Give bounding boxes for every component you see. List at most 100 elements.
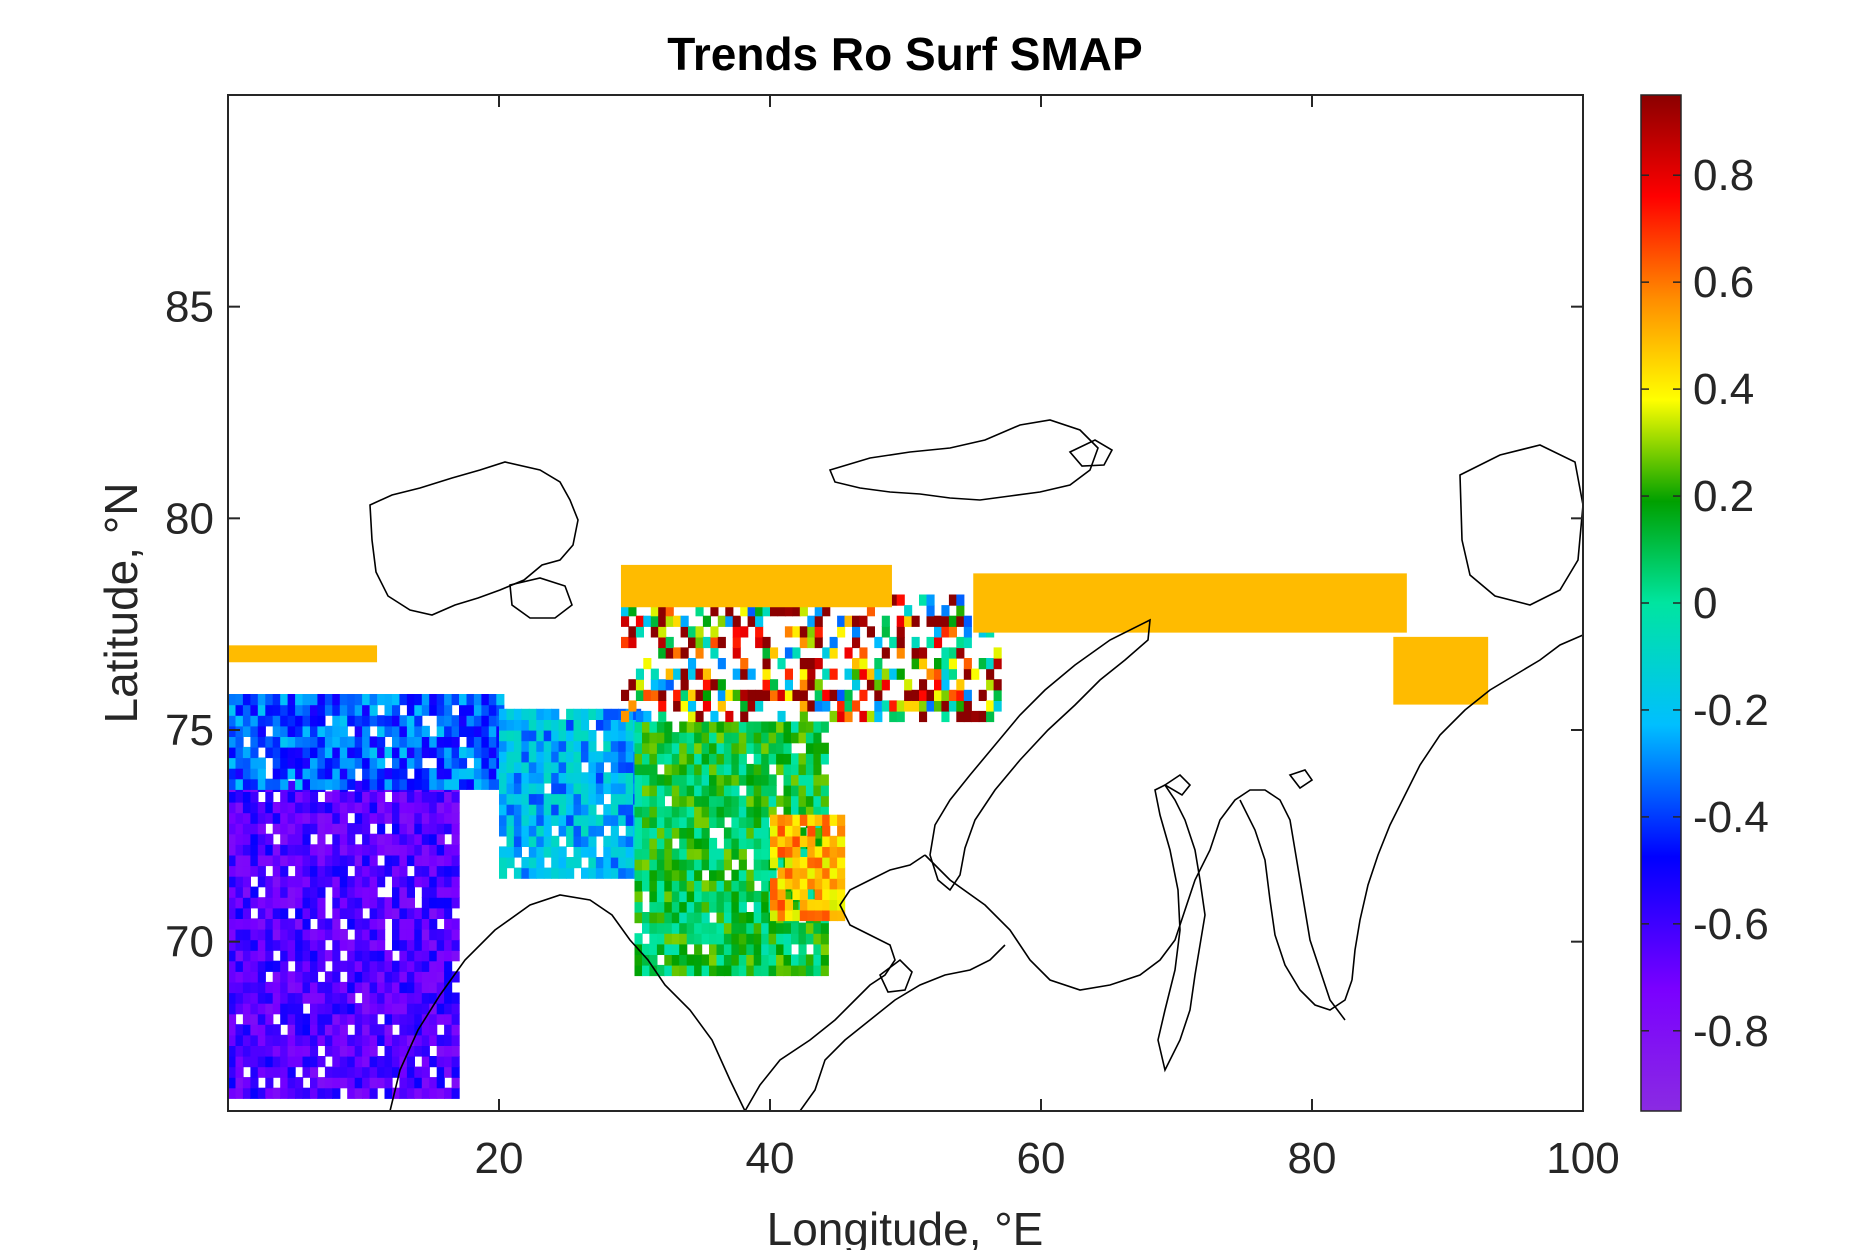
heatmap-cell — [339, 1066, 348, 1078]
heatmap-cell — [866, 626, 875, 638]
heatmap-cell — [792, 689, 801, 701]
heatmap-cell — [746, 869, 755, 881]
heatmap-cell — [421, 833, 430, 845]
heatmap-cell — [354, 823, 363, 835]
heatmap-cell — [664, 721, 673, 733]
heatmap-cell — [581, 730, 590, 742]
heatmap-cell — [956, 689, 965, 701]
heatmap-cell — [738, 774, 747, 786]
heatmap-cell — [688, 636, 697, 649]
heatmap-cell — [768, 732, 777, 744]
heatmap-cell — [595, 793, 604, 805]
heatmap-cell — [588, 793, 597, 805]
heatmap-cell — [783, 742, 792, 754]
heatmap-cell — [287, 918, 296, 930]
heatmap-cell — [250, 1045, 259, 1057]
heatmap-cell — [813, 954, 822, 966]
heatmap-cell — [813, 785, 822, 797]
heatmap-cell — [792, 857, 801, 869]
heatmap-cell — [451, 1077, 460, 1089]
heatmap-cell — [354, 1013, 363, 1025]
heatmap-cell — [829, 814, 838, 826]
heatmap-cell — [732, 647, 741, 659]
heatmap-cell — [250, 736, 259, 748]
heatmap-cell — [566, 793, 575, 805]
heatmap-cell — [581, 751, 590, 763]
heatmap-cell — [459, 768, 468, 780]
heatmap-cell — [702, 615, 711, 627]
heatmap-cell — [822, 814, 831, 826]
heatmap-cell — [392, 1056, 401, 1068]
heatmap-cell — [649, 954, 658, 966]
heatmap-cell — [671, 964, 680, 977]
heatmap-cell — [399, 950, 408, 962]
heatmap-cell — [362, 694, 371, 706]
heatmap-cell — [688, 668, 697, 680]
heatmap-cell — [228, 907, 237, 919]
heatmap-cell — [250, 929, 259, 941]
heatmap-cell — [770, 647, 779, 659]
heatmap-cell — [421, 876, 430, 888]
heatmap-cell — [369, 981, 378, 994]
heatmap-cell — [747, 615, 756, 627]
heatmap-cell — [852, 700, 861, 712]
heatmap-cell — [332, 725, 341, 737]
heatmap-cell — [272, 1056, 281, 1068]
heatmap-cell — [235, 1034, 244, 1046]
heatmap-cell — [310, 992, 319, 1004]
heatmap-cell — [686, 827, 695, 839]
heatmap-cell — [528, 730, 537, 742]
heatmap-cell — [265, 1056, 274, 1068]
heatmap-cell — [377, 694, 386, 706]
heatmap-cell — [317, 907, 326, 919]
heatmap-cell — [573, 793, 582, 805]
heatmap-cell — [302, 1045, 311, 1057]
heatmap-cell — [822, 846, 831, 858]
heatmap-cell — [354, 865, 363, 877]
heatmap-cell — [384, 833, 393, 845]
heatmap-cell — [384, 907, 393, 919]
heatmap-cell — [761, 890, 770, 903]
heatmap-cell — [738, 964, 747, 977]
heatmap-cell — [369, 1066, 378, 1078]
heatmap-cell — [250, 1013, 259, 1025]
heatmap-cell — [820, 774, 829, 786]
heatmap-cell — [339, 1034, 348, 1046]
heatmap-cell — [265, 929, 274, 941]
heatmap-cell — [573, 846, 582, 858]
heatmap-cell — [649, 880, 658, 892]
heatmap-cell — [414, 1013, 423, 1025]
heatmap-cell — [686, 964, 695, 977]
heatmap-cell — [551, 719, 560, 731]
heatmap-cell — [466, 778, 475, 790]
heatmap-cell — [881, 647, 890, 659]
heatmap-cell — [588, 804, 597, 816]
heatmap-cell — [837, 626, 846, 638]
heatmap-cell — [625, 835, 634, 847]
heatmap-cell — [971, 668, 980, 680]
heatmap-cell — [369, 812, 378, 824]
heatmap-cell — [295, 981, 304, 994]
heatmap-cell — [702, 700, 711, 712]
heatmap-cell — [228, 865, 237, 877]
heatmap-cell — [265, 918, 274, 930]
heatmap-cell — [753, 859, 762, 871]
heatmap-cell — [770, 878, 779, 890]
heatmap-cell — [528, 804, 537, 816]
heatmap-cell — [513, 825, 522, 837]
heatmap-cell — [701, 732, 710, 744]
heatmap-cell — [272, 971, 281, 983]
heatmap-cell — [753, 827, 762, 839]
heatmap-cell — [362, 992, 371, 1004]
heatmap-cell — [332, 865, 341, 877]
heatmap-cell — [451, 1087, 460, 1099]
heatmap-cell — [650, 679, 659, 691]
heatmap-cell — [317, 823, 326, 835]
heatmap-cell — [354, 725, 363, 737]
heatmap-cell — [384, 1024, 393, 1036]
heatmap-cell — [421, 1045, 430, 1057]
heatmap-cell — [250, 992, 259, 1004]
heatmap-cell — [558, 793, 567, 805]
heatmap-cell — [738, 943, 747, 955]
colorbar-tick-label: 0.4 — [1693, 365, 1754, 414]
